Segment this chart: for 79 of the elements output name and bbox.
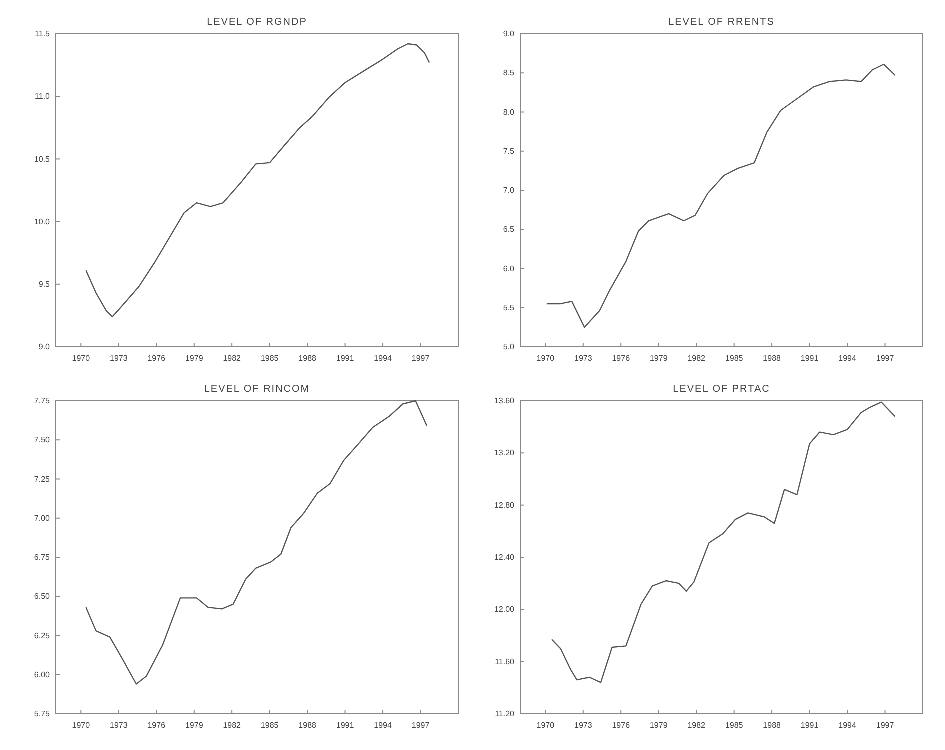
y-tick-label: 9.0 [503, 30, 516, 39]
y-tick-label: 7.75 [34, 396, 51, 406]
y-tick-label: 7.25 [34, 474, 51, 484]
y-tick-label: 12.00 [494, 605, 516, 614]
x-tick-label: 1973 [110, 721, 128, 730]
line-series [551, 402, 896, 684]
x-tick-label: 1976 [612, 354, 631, 363]
line-series [546, 64, 896, 328]
y-tick-label: 6.0 [503, 264, 516, 274]
x-tick-label: 1994 [374, 354, 392, 363]
y-tick-label: 13.60 [494, 396, 516, 406]
y-tick-label: 10.5 [34, 154, 51, 164]
y-tick-label: 8.0 [503, 108, 516, 117]
chart-title: LEVEL OF RRENTS [668, 17, 775, 28]
y-tick-label: 9.0 [38, 342, 51, 352]
y-tick-label: 7.5 [503, 146, 516, 156]
x-tick-label: 1994 [838, 354, 857, 363]
chart-title: LEVEL OF PRTAC [673, 384, 770, 395]
x-tick-label: 1970 [536, 354, 556, 363]
y-tick-label: 12.40 [494, 553, 516, 562]
x-tick-label: 1991 [800, 721, 820, 730]
x-tick-label: 1979 [185, 354, 204, 363]
chart-title: LEVEL OF RINCOM [204, 384, 310, 395]
y-tick-label: 10.0 [34, 217, 51, 226]
x-tick-label: 1982 [688, 721, 706, 730]
x-tick-label: 1988 [763, 354, 782, 363]
x-tick-label: 1988 [763, 721, 782, 730]
x-tick-label: 1976 [612, 721, 631, 730]
x-tick-label: 1997 [876, 354, 895, 363]
x-tick-label: 1982 [223, 721, 242, 730]
y-tick-label: 7.00 [34, 514, 51, 523]
y-tick-label: 11.20 [495, 710, 516, 719]
y-tick-label: 11.60 [495, 657, 516, 666]
x-tick-label: 1976 [148, 721, 166, 730]
x-tick-label: 1982 [223, 354, 242, 363]
x-tick-label: 1976 [148, 354, 166, 363]
x-tick-label: 1979 [650, 721, 668, 730]
y-tick-label: 6.50 [34, 592, 51, 602]
x-tick-label: 1970 [72, 354, 91, 363]
y-tick-label: 9.5 [38, 280, 51, 289]
y-tick-label: 7.50 [34, 436, 51, 445]
y-tick-label: 12.80 [494, 500, 516, 510]
x-tick-label: 1991 [336, 354, 355, 363]
x-tick-label: 1979 [185, 721, 204, 730]
x-tick-label: 1982 [688, 354, 706, 363]
y-tick-label: 6.75 [34, 553, 51, 562]
x-tick-label: 1970 [72, 721, 91, 730]
x-tick-label: 1979 [650, 354, 668, 363]
x-tick-label: 1973 [110, 354, 128, 363]
y-tick-label: 5.0 [503, 342, 516, 352]
y-tick-label: 8.5 [503, 68, 516, 78]
y-tick-label: 7.0 [503, 186, 516, 196]
y-tick-label: 6.25 [34, 631, 51, 640]
y-tick-label: 13.20 [494, 448, 516, 458]
line-series [86, 43, 430, 318]
x-tick-label: 1997 [412, 354, 430, 363]
x-tick-label: 1994 [838, 721, 857, 730]
x-tick-label: 1997 [876, 721, 895, 730]
y-tick-label: 11.0 [35, 92, 51, 102]
x-tick-label: 1985 [260, 721, 280, 730]
x-tick-label: 1973 [574, 721, 593, 730]
x-tick-label: 1997 [412, 721, 430, 730]
y-tick-label: 6.00 [34, 670, 51, 680]
y-tick-label: 5.75 [34, 710, 51, 719]
y-tick-label: 6.5 [503, 225, 516, 234]
x-tick-label: 1991 [336, 721, 355, 730]
line-series [86, 400, 428, 685]
y-tick-label: 5.5 [503, 303, 516, 312]
chart-title: LEVEL OF RGNDP [207, 17, 308, 28]
x-tick-label: 1985 [260, 354, 280, 363]
x-tick-label: 1985 [725, 721, 744, 730]
x-tick-label: 1973 [574, 354, 593, 363]
x-tick-label: 1991 [800, 354, 820, 363]
x-tick-label: 1970 [536, 721, 556, 730]
y-tick-label: 11.5 [35, 30, 51, 39]
x-tick-label: 1988 [298, 354, 318, 363]
x-tick-label: 1985 [725, 354, 744, 363]
x-tick-label: 1994 [374, 721, 392, 730]
x-tick-label: 1988 [298, 721, 318, 730]
